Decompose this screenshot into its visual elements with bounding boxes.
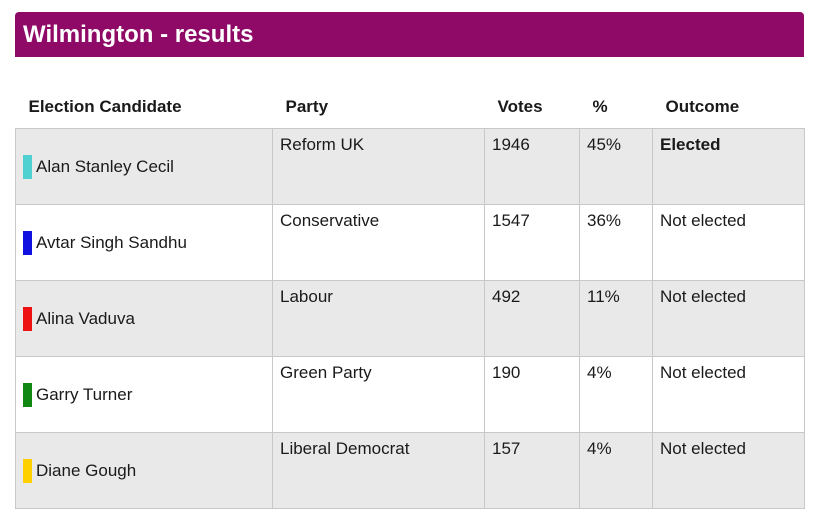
party-color-swatch xyxy=(23,154,32,179)
percent-cell: 45% xyxy=(579,128,653,205)
header-candidate: Election Candidate xyxy=(28,97,182,116)
candidate-name: Diane Gough xyxy=(36,460,137,480)
candidate-cell: Diane Gough xyxy=(15,432,273,509)
candidate-name: Avtar Singh Sandhu xyxy=(36,232,187,252)
candidate-name: Alina Vaduva xyxy=(36,308,135,328)
party-color-swatch xyxy=(23,230,32,255)
results-banner: Wilmington - results xyxy=(15,12,804,57)
header-percent: % xyxy=(592,97,608,116)
outcome-cell: Not elected xyxy=(652,432,805,509)
party-color-swatch xyxy=(23,382,32,407)
table-row: Diane Gough Liberal Democrat 157 4% Not … xyxy=(15,432,805,509)
party-cell: Labour xyxy=(272,280,485,357)
table-row: Garry Turner Green Party 190 4% Not elec… xyxy=(15,356,805,433)
header-votes: Votes xyxy=(497,97,543,116)
page-title: Wilmington - results xyxy=(23,20,254,48)
header-outcome: Outcome xyxy=(665,97,740,116)
candidate-cell: Alan Stanley Cecil xyxy=(15,128,273,205)
candidate-cell: Garry Turner xyxy=(15,356,273,433)
votes-cell: 1946 xyxy=(484,128,580,205)
results-table: Election Candidate Party Votes % Outcome… xyxy=(15,86,805,509)
votes-cell: 1547 xyxy=(484,204,580,281)
outcome-cell: Not elected xyxy=(652,356,805,433)
party-color-swatch xyxy=(23,306,32,331)
votes-cell: 190 xyxy=(484,356,580,433)
percent-cell: 4% xyxy=(579,432,653,509)
header-row: Election Candidate Party Votes % Outcome xyxy=(16,86,805,129)
outcome-cell: Not elected xyxy=(652,280,805,357)
table-row: Alan Stanley Cecil Reform UK 1946 45% El… xyxy=(15,128,805,205)
percent-cell: 4% xyxy=(579,356,653,433)
candidate-name: Garry Turner xyxy=(36,384,133,404)
party-cell: Reform UK xyxy=(272,128,485,205)
candidate-cell: Alina Vaduva xyxy=(15,280,273,357)
header-party: Party xyxy=(285,97,329,116)
table-row: Alina Vaduva Labour 492 11% Not elected xyxy=(15,280,805,357)
party-cell: Conservative xyxy=(272,204,485,281)
table-row: Avtar Singh Sandhu Conservative 1547 36%… xyxy=(15,204,805,281)
percent-cell: 11% xyxy=(579,280,653,357)
party-color-swatch xyxy=(23,458,32,483)
outcome-cell: Elected xyxy=(652,128,805,205)
candidate-cell: Avtar Singh Sandhu xyxy=(15,204,273,281)
party-cell: Liberal Democrat xyxy=(272,432,485,509)
outcome-cell: Not elected xyxy=(652,204,805,281)
percent-cell: 36% xyxy=(579,204,653,281)
votes-cell: 157 xyxy=(484,432,580,509)
candidate-name: Alan Stanley Cecil xyxy=(36,156,174,176)
votes-cell: 492 xyxy=(484,280,580,357)
party-cell: Green Party xyxy=(272,356,485,433)
